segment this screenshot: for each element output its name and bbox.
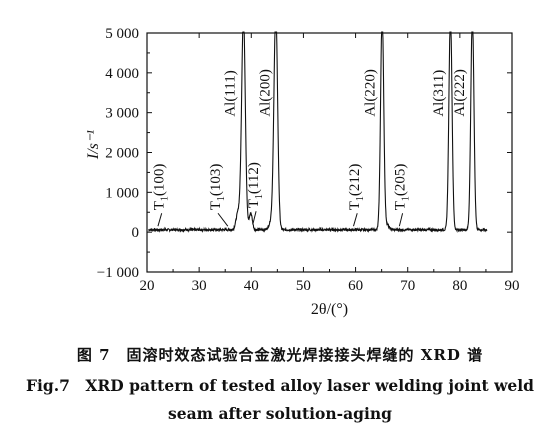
peak-label: T1(205) [393,164,412,211]
caption-english-line2: seam after solution-aging [168,404,392,423]
y-axis-label: I/s⁻¹ [85,130,102,160]
peak-label: T1(112) [246,162,265,208]
caption-english-line1: Fig.7 XRD pattern of tested alloy laser … [25,376,534,395]
annotations: T1(100)T1(103)T1(112)T1(212)T1(205)Al(11… [152,69,468,227]
x-tick-label: 70 [400,278,415,294]
caption-chinese: 图 7 固溶时效态试验合金激光焊接接头焊缝的 XRD 谱 [76,346,484,364]
y-tick-label: 2 000 [105,146,139,162]
peak-pointer [398,213,404,227]
peak-label: T1(212) [347,164,366,211]
peak-label-hkl: (205) [393,164,409,197]
y-tick-label: −1 000 [97,265,139,281]
x-tick-label: 90 [505,278,520,294]
peak-label: Al(200) [258,69,274,117]
peak-label-subscript: 1 [216,196,227,201]
peak-label-subscript: 1 [355,196,366,201]
peak-label-t: T [347,201,363,210]
peak-label-subscript: 1 [254,194,265,199]
peak-label-hkl: (212) [347,164,363,197]
peak-label: T1(100) [152,164,171,211]
xrd-line [148,31,488,234]
peak-pointer [252,211,257,225]
x-tick-label: 80 [452,278,467,294]
y-tick-label: 4 000 [105,66,139,82]
x-tick-label: 20 [140,278,155,294]
y-tick-label: 5 000 [105,26,139,42]
plot-frame [146,32,513,273]
xrd-pattern [148,31,488,234]
peak-label: Al(311) [431,70,447,117]
peak-label-t: T [152,201,168,210]
peak-label-hkl: (112) [246,162,262,194]
peak-label-t: T [208,201,224,210]
peak-label-hkl: (100) [152,164,168,197]
peak-label-t: T [393,201,409,210]
x-axis-label: 2θ/(°) [311,301,348,318]
peak-pointer [157,213,163,227]
xrd-chart: 20 30 40 50 60 70 80 90 −1 000 0 1 000 2 000 3 000 4 … [85,26,520,318]
peak-label: Al(222) [452,69,468,117]
x-tick-label: 30 [192,278,207,294]
peak-label: Al(111) [223,70,239,116]
peak-pointer [217,212,229,227]
peak-label-t: T [246,199,262,208]
peak-pointer [353,213,358,227]
axes: 20 30 40 50 60 70 80 90 −1 000 0 1 000 2 000 3 000 4 … [85,26,520,318]
x-tick-label: 60 [348,278,363,294]
peak-label-hkl: (103) [208,164,224,197]
y-tick-label: 1 000 [105,185,139,201]
x-tick-label: 40 [244,278,259,294]
peak-label: Al(220) [362,69,378,117]
y-tick-label: 0 [132,225,140,241]
y-tick-label: 3 000 [105,106,139,122]
x-tick-label: 50 [296,278,311,294]
peak-label-subscript: 1 [401,196,412,201]
peak-label: T1(103) [208,164,227,211]
peak-label-subscript: 1 [160,196,171,201]
